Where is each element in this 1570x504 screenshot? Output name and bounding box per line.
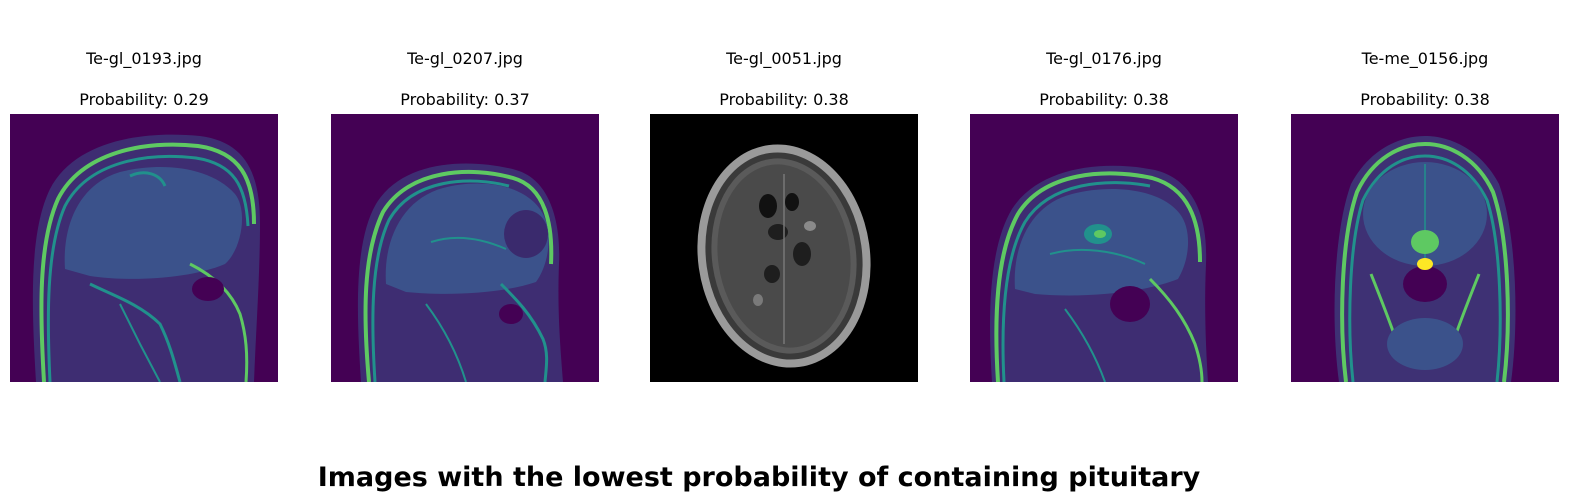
- figure-title: Images with the lowest probability of co…: [317, 462, 1201, 493]
- mri-coronal-image: [1291, 114, 1559, 382]
- image-panel-5: Te-me_0156.jpg Probability: 0.38: [1291, 0, 1559, 382]
- panel-probability: Probability: 0.38: [719, 90, 849, 109]
- panel-filename: Te-gl_0193.jpg: [86, 49, 202, 68]
- image-panel-1: Te-gl_0193.jpg Probability: 0.29: [10, 0, 278, 382]
- panel-filename: Te-gl_0207.jpg: [407, 49, 523, 68]
- image-panel-2: Te-gl_0207.jpg Probability: 0.37: [331, 0, 599, 382]
- mri-sagittal-image: [331, 114, 599, 382]
- panel-filename: Te-me_0156.jpg: [1361, 49, 1489, 68]
- mri-sagittal-image: [970, 114, 1238, 382]
- panel-filename: Te-gl_0176.jpg: [1046, 49, 1162, 68]
- panel-filename: Te-gl_0051.jpg: [726, 49, 842, 68]
- panel-probability: Probability: 0.38: [1039, 90, 1169, 109]
- mri-axial-image: [650, 114, 918, 382]
- mri-sagittal-image: [10, 114, 278, 382]
- panel-probability: Probability: 0.38: [1360, 90, 1490, 109]
- panel-probability: Probability: 0.29: [79, 90, 209, 109]
- image-panel-4: Te-gl_0176.jpg Probability: 0.38: [970, 0, 1238, 382]
- panel-probability: Probability: 0.37: [400, 90, 530, 109]
- image-panel-3: Te-gl_0051.jpg Probability: 0.38: [650, 0, 918, 382]
